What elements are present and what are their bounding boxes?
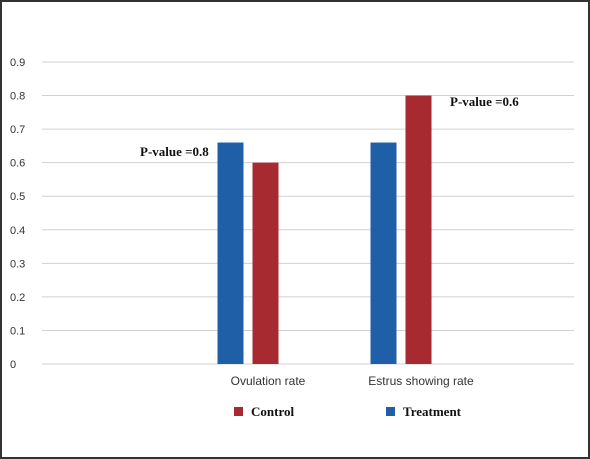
bar-treatment-1	[371, 143, 397, 364]
bar-control-0	[253, 163, 279, 364]
annotation-estrus: P-value =0.6	[450, 94, 519, 109]
category-label: Ovulation rate	[231, 374, 306, 388]
legend-label-treatment: Treatment	[403, 404, 462, 419]
y-tick-label: 0.4	[10, 225, 25, 237]
y-tick-label: 0.9	[10, 57, 25, 69]
y-tick-label: 0.8	[10, 91, 25, 103]
category-label: Estrus showing rate	[368, 374, 474, 388]
y-tick-label: 0.3	[10, 258, 25, 270]
y-tick-label: 0.2	[10, 292, 25, 304]
y-tick-label: 0.5	[10, 191, 25, 203]
y-tick-label: 0.7	[10, 124, 25, 136]
y-tick-label: 0.6	[10, 158, 25, 170]
bar-treatment-0	[218, 143, 244, 364]
legend-label-control: Control	[251, 404, 294, 419]
bar-control-1	[406, 96, 432, 364]
annotation-ovulation: P-value =0.8	[140, 144, 209, 159]
legend-swatch-control	[234, 407, 243, 416]
y-tick-label: 0.1	[10, 325, 25, 337]
legend-swatch-treatment	[386, 407, 395, 416]
y-tick-label: 0	[10, 359, 16, 371]
